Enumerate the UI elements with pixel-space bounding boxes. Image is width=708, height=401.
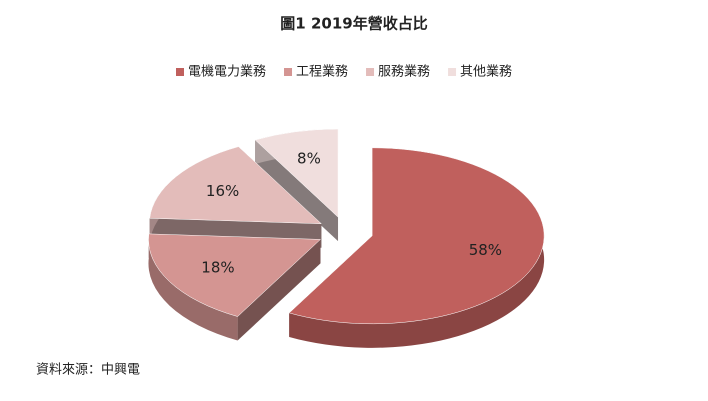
legend-swatch <box>448 68 457 76</box>
legend-label: 其他業務 <box>460 64 512 80</box>
source-note: 資料來源：中興電 <box>36 363 140 378</box>
slice-side <box>148 233 238 341</box>
legend-swatch <box>176 68 184 76</box>
data-label: 16% <box>206 182 239 200</box>
data-label: 8% <box>297 150 321 168</box>
slice-side <box>289 147 545 348</box>
data-label: 58% <box>469 241 502 259</box>
pie-slice <box>254 128 339 218</box>
legend-swatch <box>366 68 375 76</box>
pie-slice <box>288 147 545 325</box>
pie-slice <box>148 233 322 317</box>
pie-slice <box>149 146 323 225</box>
legend-label: 工程業務 <box>296 64 348 80</box>
legend-swatch <box>284 68 293 76</box>
data-label: 18% <box>201 259 234 277</box>
legend-label: 電機電力業務 <box>188 64 266 80</box>
slice-side <box>237 239 321 341</box>
chart-title: 圖1 2019年營收占比 <box>280 15 427 33</box>
slice-side <box>255 139 339 242</box>
legend-label: 服務業務 <box>378 64 430 80</box>
